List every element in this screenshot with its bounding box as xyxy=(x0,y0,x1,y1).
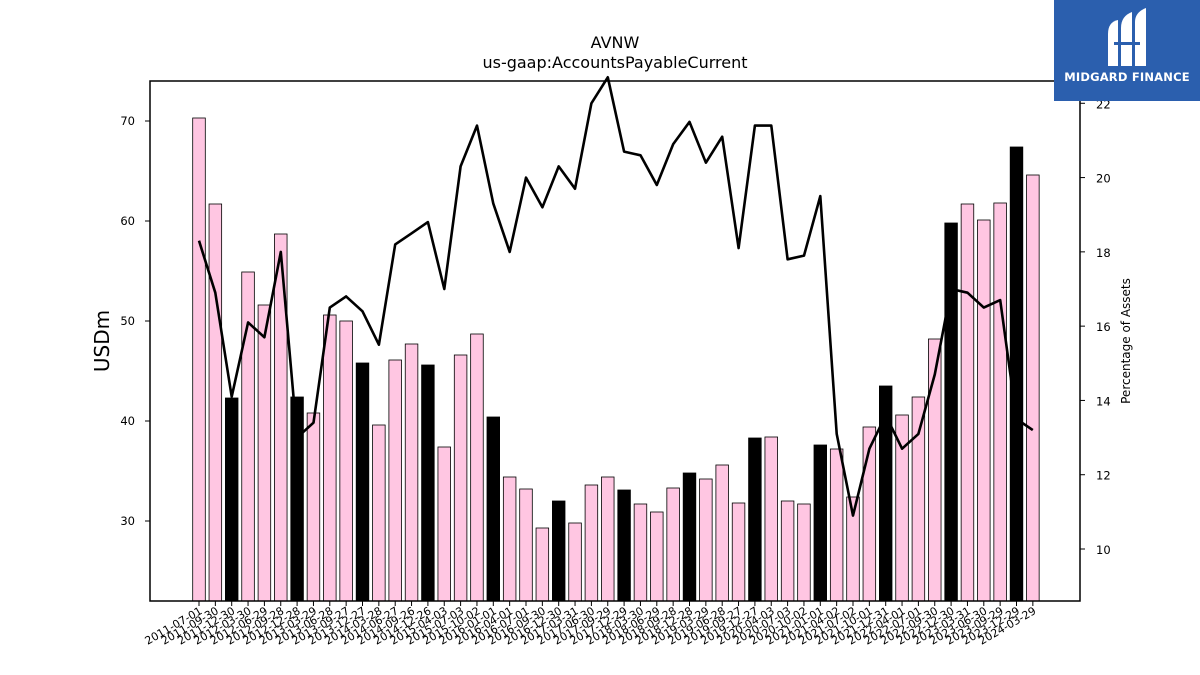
y-right-tick-label: 20 xyxy=(1096,172,1111,186)
y-right-tick-label: 16 xyxy=(1096,320,1111,334)
x-axis: 2011-07-012011-09-302011-12-302012-03-30… xyxy=(143,601,1038,648)
chart-title: AVNW xyxy=(591,33,640,52)
bar xyxy=(388,359,402,602)
chart-subtitle: us-gaap:AccountsPayableCurrent xyxy=(482,53,747,72)
y-tick-label: 40 xyxy=(120,414,135,428)
bar xyxy=(633,503,648,602)
bar xyxy=(797,503,811,602)
bar xyxy=(944,222,958,602)
bar xyxy=(829,448,844,602)
bar xyxy=(208,203,223,602)
midgard-finance-logo: MIDGARD FINANCE xyxy=(1054,0,1200,101)
bar xyxy=(601,476,615,602)
bar xyxy=(813,444,828,602)
bar xyxy=(568,522,582,602)
bar xyxy=(911,396,926,602)
bar xyxy=(977,219,991,602)
y-right-tick-label: 14 xyxy=(1096,394,1111,408)
bar xyxy=(192,117,206,602)
bar xyxy=(699,478,713,602)
bar xyxy=(650,511,664,602)
bar xyxy=(323,314,337,602)
y-right-tick-label: 10 xyxy=(1096,543,1111,557)
y-tick-label: 50 xyxy=(120,314,135,328)
bar xyxy=(437,446,451,602)
bar xyxy=(666,487,680,602)
midgard-logo-icon xyxy=(1108,8,1146,66)
bar xyxy=(224,397,239,602)
bar xyxy=(1009,146,1024,602)
bar xyxy=(404,343,419,602)
bar xyxy=(372,424,386,602)
bar xyxy=(552,500,566,602)
bar xyxy=(780,500,795,602)
bar xyxy=(257,304,272,602)
bar xyxy=(895,414,909,602)
bar xyxy=(486,416,501,602)
y-tick-label: 60 xyxy=(120,214,135,228)
bar xyxy=(682,472,697,602)
bar xyxy=(453,354,468,602)
bar-series xyxy=(192,117,1040,602)
bar xyxy=(339,320,353,602)
y-axis-label: USDm xyxy=(90,310,114,372)
bar xyxy=(731,502,746,602)
bar xyxy=(993,202,1007,602)
y-tick-label: 70 xyxy=(120,114,135,128)
y-axis-left: 30 40 50 60 70 xyxy=(120,114,150,528)
bar xyxy=(519,488,533,602)
y-tick-label: 30 xyxy=(120,514,135,528)
bar xyxy=(748,437,762,602)
y-axis-right-label: Percentage of Assets xyxy=(1119,278,1133,404)
logo-text: MIDGARD FINANCE xyxy=(1064,70,1190,84)
bar xyxy=(584,484,599,602)
bar xyxy=(306,412,321,602)
y-right-tick-label: 12 xyxy=(1096,469,1111,483)
bar xyxy=(470,333,484,602)
line-series-layer xyxy=(197,76,1034,517)
plot-frame xyxy=(149,80,1081,602)
bar xyxy=(715,464,729,602)
bar xyxy=(1026,174,1040,602)
bar xyxy=(764,436,778,602)
y-right-tick-label: 18 xyxy=(1096,246,1111,260)
bar xyxy=(355,362,370,602)
bar xyxy=(960,203,975,602)
bar xyxy=(535,527,550,602)
bar xyxy=(617,489,631,602)
bar xyxy=(502,476,517,602)
bar xyxy=(421,364,435,602)
percentage-line xyxy=(197,76,1034,517)
